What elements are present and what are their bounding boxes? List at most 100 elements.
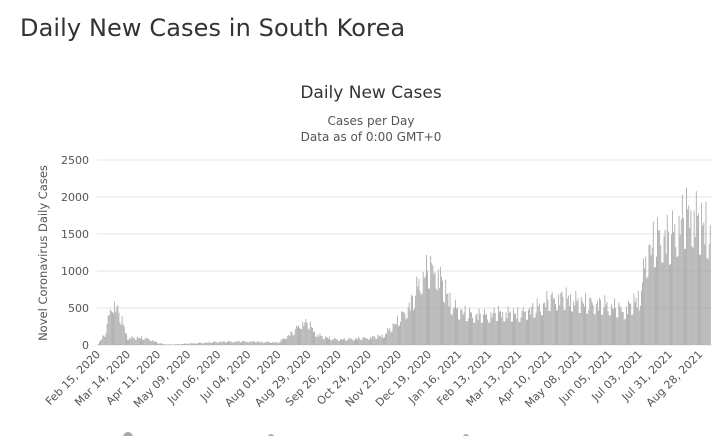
bar[interactable] (145, 337, 147, 345)
bar[interactable] (373, 336, 375, 345)
bar[interactable] (156, 341, 157, 345)
bar[interactable] (355, 338, 356, 345)
bar[interactable] (543, 303, 545, 345)
bar[interactable] (524, 311, 526, 345)
bar[interactable] (436, 290, 438, 345)
bar[interactable] (214, 341, 216, 345)
bar[interactable] (360, 340, 362, 345)
bar[interactable] (174, 344, 176, 345)
bar[interactable] (432, 265, 434, 345)
bar[interactable] (459, 319, 461, 345)
bar[interactable] (363, 337, 365, 345)
bar[interactable] (438, 287, 440, 345)
bar[interactable] (681, 194, 683, 345)
bar[interactable] (606, 301, 608, 345)
bar[interactable] (241, 342, 242, 345)
bar[interactable] (424, 276, 426, 345)
bar[interactable] (301, 328, 303, 345)
bar[interactable] (621, 311, 623, 345)
bar[interactable] (118, 312, 120, 345)
bar[interactable] (455, 299, 456, 345)
legend-dot-1[interactable] (123, 432, 133, 436)
bar[interactable] (639, 305, 641, 345)
bar[interactable] (273, 342, 275, 345)
bar[interactable] (345, 340, 347, 345)
bar[interactable] (323, 339, 325, 345)
bar[interactable] (140, 338, 141, 345)
bar[interactable] (547, 299, 549, 345)
bar[interactable] (252, 341, 254, 345)
bar[interactable] (321, 336, 323, 345)
bar[interactable] (351, 339, 353, 345)
bar[interactable] (484, 309, 485, 345)
bar[interactable] (142, 339, 143, 345)
bar[interactable] (134, 339, 136, 345)
bars[interactable] (98, 187, 711, 345)
bar[interactable] (403, 312, 405, 345)
bar[interactable] (687, 209, 689, 345)
bar[interactable] (586, 313, 588, 345)
bar[interactable] (655, 266, 656, 345)
bar[interactable] (359, 338, 361, 345)
bar[interactable] (480, 322, 482, 345)
bar[interactable] (443, 301, 445, 345)
bar[interactable] (248, 342, 250, 345)
bar[interactable] (295, 325, 297, 345)
bar[interactable] (550, 294, 552, 345)
bar[interactable] (275, 342, 277, 345)
bar[interactable] (377, 334, 379, 345)
bar[interactable] (160, 343, 162, 345)
bar[interactable] (428, 288, 429, 345)
bar[interactable] (646, 278, 648, 345)
bar[interactable] (415, 295, 417, 345)
bar[interactable] (183, 344, 184, 345)
bar[interactable] (572, 311, 574, 345)
bar[interactable] (116, 306, 118, 345)
bar[interactable] (595, 303, 597, 345)
bar[interactable] (642, 282, 643, 345)
bar[interactable] (430, 255, 432, 345)
bar[interactable] (407, 307, 409, 345)
bar[interactable] (404, 313, 406, 345)
bar[interactable] (475, 315, 477, 345)
bar[interactable] (326, 337, 327, 345)
bar[interactable] (414, 308, 415, 345)
bar[interactable] (709, 225, 711, 345)
bar[interactable] (665, 253, 667, 345)
bar[interactable] (98, 343, 99, 345)
bar[interactable] (650, 255, 652, 345)
bar[interactable] (322, 339, 324, 345)
bar[interactable] (545, 307, 547, 345)
bar[interactable] (263, 342, 265, 345)
bar[interactable] (289, 335, 291, 345)
bar[interactable] (645, 256, 647, 345)
bar[interactable] (536, 298, 538, 345)
bar[interactable] (119, 322, 121, 345)
bar[interactable] (573, 301, 575, 345)
bar[interactable] (206, 342, 208, 345)
bar[interactable] (591, 301, 593, 345)
bar[interactable] (255, 342, 256, 345)
bar[interactable] (170, 344, 171, 345)
bar[interactable] (571, 311, 572, 345)
bar[interactable] (165, 344, 167, 345)
bar[interactable] (131, 336, 133, 345)
bar[interactable] (698, 213, 699, 345)
bar[interactable] (531, 306, 533, 345)
bar[interactable] (380, 337, 382, 345)
bar[interactable] (270, 342, 271, 345)
bar[interactable] (560, 293, 562, 345)
bar[interactable] (668, 265, 670, 345)
bar[interactable] (257, 341, 259, 345)
bar[interactable] (315, 336, 317, 345)
bar[interactable] (367, 339, 369, 345)
bar[interactable] (660, 244, 662, 345)
bar[interactable] (420, 294, 422, 345)
bar[interactable] (361, 339, 363, 345)
bar[interactable] (490, 312, 492, 345)
bar[interactable] (135, 339, 137, 345)
bar[interactable] (234, 341, 236, 345)
bar[interactable] (479, 313, 481, 345)
bar[interactable] (184, 343, 185, 345)
bar[interactable] (307, 328, 309, 345)
